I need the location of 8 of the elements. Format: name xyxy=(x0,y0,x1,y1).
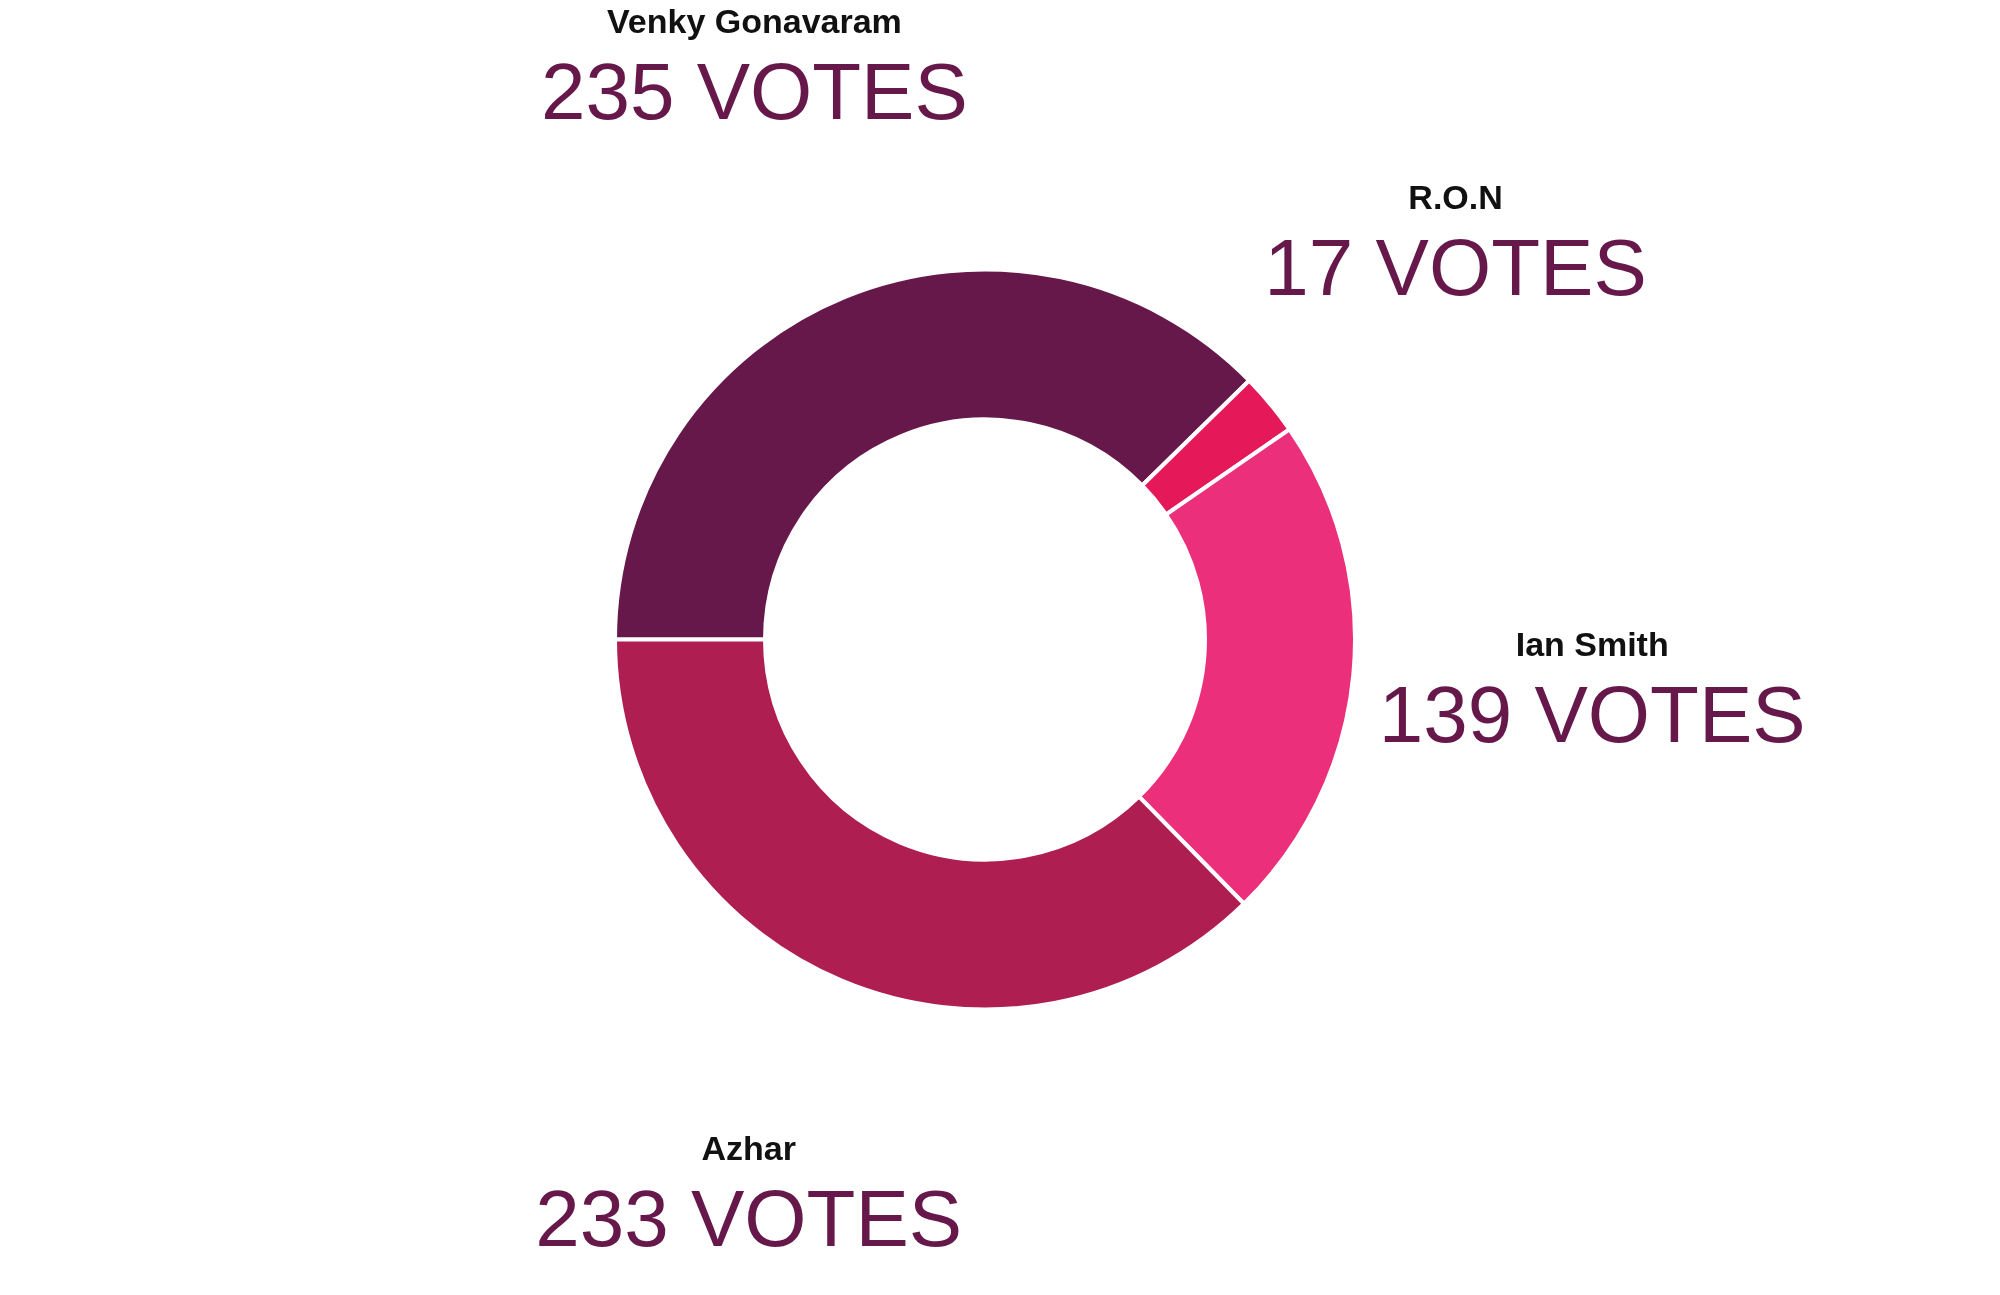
data-label: 235 VOTES xyxy=(540,46,968,136)
slice-label: Venky Gonavaram xyxy=(606,1,902,40)
data-label: 139 VOTES xyxy=(1378,669,1806,759)
data-label: 233 VOTES xyxy=(535,1173,963,1263)
slice-label: Azhar xyxy=(701,1128,796,1167)
data-label: 17 VOTES xyxy=(1264,223,1647,313)
slice-label: Ian Smith xyxy=(1515,624,1669,663)
slice-label: R.O.N xyxy=(1408,178,1503,217)
